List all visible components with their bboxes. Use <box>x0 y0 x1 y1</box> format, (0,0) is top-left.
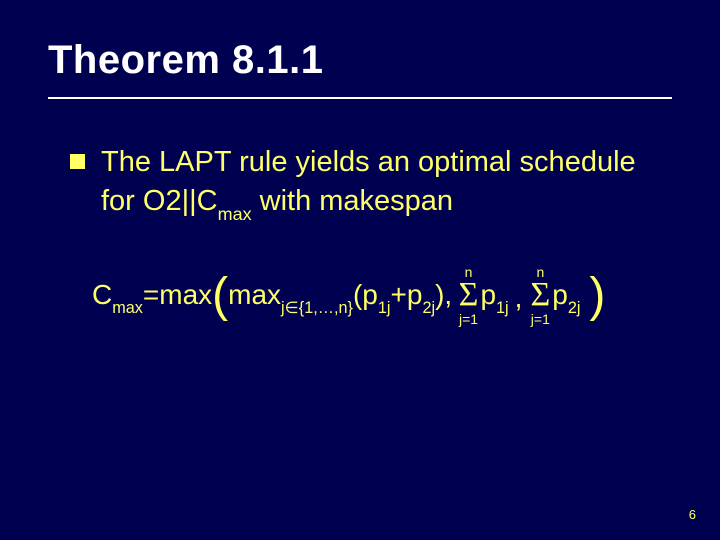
inner-close: ), <box>435 279 452 310</box>
bullet-text: The LAPT rule yields an optimal schedule… <box>101 143 672 223</box>
formula: Cmax=max ( maxj∈{1,…,n}(p1j+p2j), n Σ j=… <box>70 267 672 328</box>
comma: , <box>509 282 529 314</box>
slide: Theorem 8.1.1 The LAPT rule yields an op… <box>0 0 720 540</box>
sum2-p: p <box>552 279 568 310</box>
square-bullet-icon <box>70 154 85 169</box>
formula-lhs: Cmax=max <box>92 279 212 316</box>
sum1-p: p <box>480 279 496 310</box>
inner-sub: j∈{1,…,n} <box>281 299 353 317</box>
sum-2-lower: j=1 <box>531 312 550 326</box>
bullet-text-subscript: max <box>218 204 252 224</box>
slide-title: Theorem 8.1.1 <box>48 38 672 99</box>
sigma-icon: Σ <box>459 280 479 311</box>
sum-1-term: p1j <box>480 279 508 316</box>
sum1-sub: 1j <box>496 299 509 317</box>
lhs-c: C <box>92 279 112 310</box>
inner-max: max <box>228 279 281 310</box>
sum-2-term: p2j <box>552 279 580 316</box>
sigma-icon: Σ <box>530 280 550 311</box>
inner-open: (p <box>353 279 378 310</box>
inner-p1j: 1j <box>378 299 391 317</box>
sum-1-lower: j=1 <box>459 312 478 326</box>
sum2-sub: 2j <box>568 299 581 317</box>
sum-1: n Σ j=1 <box>459 265 479 326</box>
open-paren: ( <box>212 272 228 320</box>
inner-p2j: 2j <box>422 299 435 317</box>
inner-max-term: maxj∈{1,…,n}(p1j+p2j), <box>228 279 452 316</box>
slide-body: The LAPT rule yields an optimal schedule… <box>48 143 672 328</box>
bullet-item: The LAPT rule yields an optimal schedule… <box>70 143 672 223</box>
sum-2: n Σ j=1 <box>530 265 550 326</box>
page-number: 6 <box>689 507 696 522</box>
eq: =max <box>143 279 212 310</box>
close-paren: ) <box>589 272 605 320</box>
lhs-sub: max <box>112 299 143 317</box>
bullet-text-post: with makespan <box>252 185 454 217</box>
inner-plus: +p <box>391 279 423 310</box>
